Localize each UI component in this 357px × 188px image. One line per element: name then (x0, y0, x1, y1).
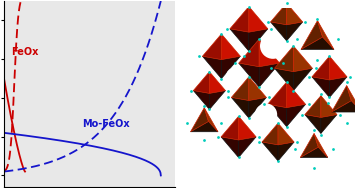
Polygon shape (259, 39, 280, 67)
Polygon shape (249, 29, 268, 51)
Polygon shape (221, 116, 238, 140)
Polygon shape (317, 20, 334, 49)
Polygon shape (300, 133, 318, 158)
Polygon shape (239, 63, 259, 87)
Polygon shape (191, 108, 208, 132)
Polygon shape (193, 91, 210, 109)
Polygon shape (301, 37, 334, 49)
Polygon shape (271, 22, 287, 41)
Polygon shape (231, 97, 249, 118)
Polygon shape (259, 63, 280, 87)
Polygon shape (287, 22, 303, 41)
Polygon shape (262, 123, 278, 145)
Polygon shape (249, 7, 268, 32)
Polygon shape (300, 147, 328, 158)
Text: FeOx: FeOx (11, 47, 39, 57)
Polygon shape (305, 96, 321, 118)
Polygon shape (204, 108, 218, 132)
Polygon shape (330, 56, 347, 80)
Polygon shape (202, 34, 221, 60)
Polygon shape (231, 77, 249, 101)
Polygon shape (230, 29, 249, 51)
Polygon shape (262, 142, 278, 161)
Polygon shape (221, 137, 238, 158)
Polygon shape (321, 114, 337, 133)
Polygon shape (287, 82, 306, 108)
Polygon shape (278, 123, 294, 145)
Polygon shape (230, 7, 249, 32)
Polygon shape (314, 133, 328, 158)
Polygon shape (238, 137, 256, 158)
Polygon shape (293, 68, 312, 91)
Polygon shape (249, 97, 266, 118)
Polygon shape (271, 3, 287, 25)
Polygon shape (312, 56, 330, 80)
Polygon shape (210, 91, 226, 109)
Polygon shape (210, 72, 226, 93)
Polygon shape (275, 46, 293, 72)
Circle shape (260, 33, 286, 59)
Polygon shape (287, 104, 306, 127)
Polygon shape (332, 86, 351, 112)
Polygon shape (287, 3, 303, 25)
Polygon shape (221, 34, 240, 60)
Polygon shape (321, 96, 337, 118)
Polygon shape (305, 114, 321, 133)
Polygon shape (301, 20, 323, 49)
Polygon shape (249, 77, 266, 101)
Polygon shape (193, 72, 210, 93)
Circle shape (255, 103, 277, 126)
Circle shape (226, 67, 245, 86)
Polygon shape (347, 86, 357, 112)
Polygon shape (275, 68, 293, 91)
Polygon shape (293, 46, 312, 72)
Polygon shape (221, 56, 240, 79)
Text: Mo-FeOx: Mo-FeOx (82, 119, 130, 129)
Polygon shape (238, 116, 256, 140)
Polygon shape (330, 77, 347, 97)
Polygon shape (268, 104, 287, 127)
Polygon shape (268, 82, 287, 108)
Polygon shape (191, 121, 218, 132)
Polygon shape (278, 142, 294, 161)
Polygon shape (332, 101, 357, 112)
Polygon shape (239, 39, 259, 67)
Polygon shape (312, 77, 330, 97)
Polygon shape (202, 56, 221, 79)
